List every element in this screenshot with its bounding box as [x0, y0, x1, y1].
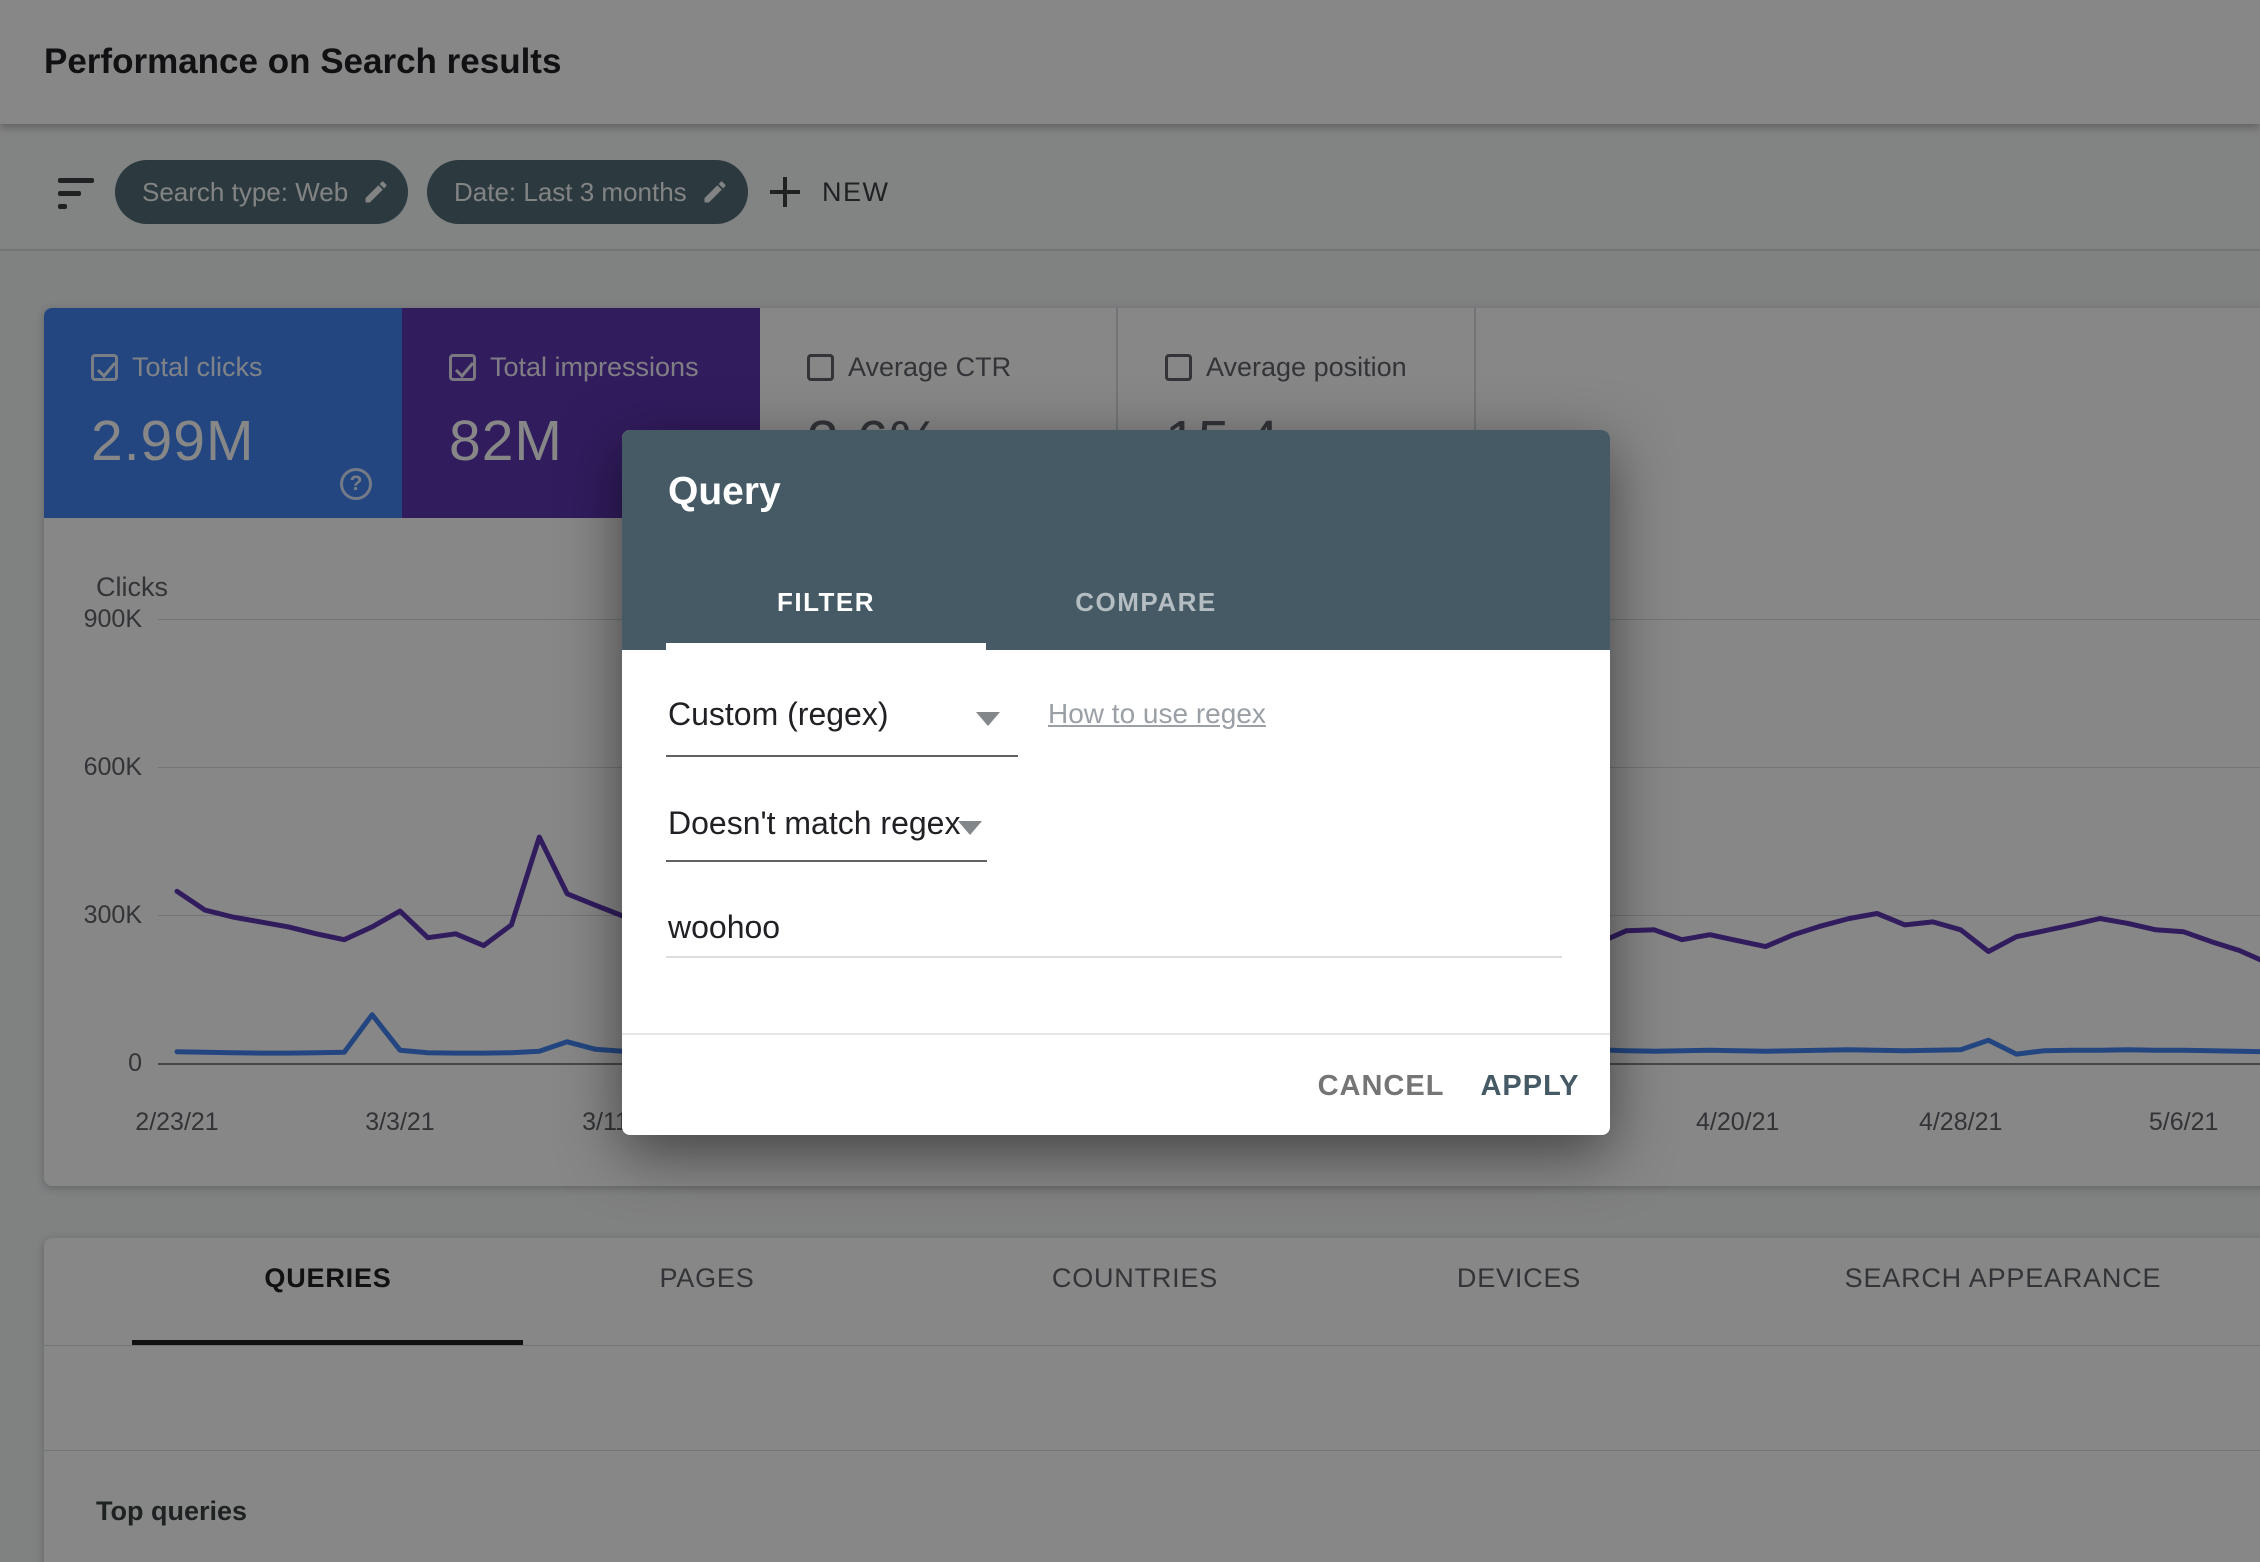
- y-tick-label: 300K: [83, 901, 142, 929]
- filter-type-underline: [666, 755, 1018, 757]
- dialog-footer-divider: [622, 1033, 1610, 1035]
- x-tick-label: 2/23/21: [135, 1108, 219, 1136]
- new-filter-label: NEW: [822, 176, 890, 207]
- apply-button[interactable]: APPLY: [1480, 1070, 1580, 1102]
- total-impressions-label: Total impressions: [490, 352, 699, 382]
- filter-type-select[interactable]: Custom (regex): [668, 696, 889, 732]
- table-title: Top queries: [96, 1496, 248, 1526]
- x-tick-label: 4/28/21: [1918, 1108, 2003, 1136]
- tab-countries[interactable]: COUNTRIES: [1051, 1263, 1219, 1293]
- dialog-tab-filter[interactable]: FILTER: [776, 587, 876, 617]
- search-type-chip-label: Search type: Web: [142, 176, 349, 207]
- average-ctr-checkbox[interactable]: [807, 354, 834, 381]
- tab-devices[interactable]: DEVICES: [1456, 1263, 1582, 1293]
- tab-search-appearance[interactable]: SEARCH APPEARANCE: [1844, 1263, 2162, 1293]
- average-ctr-label: Average CTR: [848, 352, 1012, 382]
- active-tab-indicator: [132, 1340, 523, 1346]
- total-impressions-checkbox[interactable]: [449, 354, 476, 381]
- metric-cards-row: Total clicks 2.99M ? Total impressions 8…: [44, 308, 2260, 518]
- match-type-underline: [666, 860, 987, 862]
- filter-bar: Search type: Web Date: Last 3 months NEW: [0, 124, 2260, 251]
- regex-query-input[interactable]: woohoo: [668, 909, 781, 945]
- tab-queries[interactable]: QUERIES: [264, 1263, 392, 1293]
- x-tick-label: 5/6/21: [2148, 1108, 2219, 1136]
- top-bar: Performance on Search results: [0, 0, 2260, 124]
- y-axis-title: Clicks: [96, 572, 168, 602]
- edit-pencil-icon: [704, 181, 726, 203]
- tabs-divider: [44, 1345, 2260, 1346]
- chevron-down-icon[interactable]: [976, 712, 1000, 726]
- date-range-chip-label: Date: Last 3 months: [454, 176, 687, 207]
- cancel-button[interactable]: CANCEL: [1317, 1070, 1445, 1102]
- dialog-tab-compare[interactable]: COMPARE: [1075, 587, 1217, 617]
- new-filter-button[interactable]: NEW: [770, 160, 890, 224]
- total-clicks-label: Total clicks: [132, 352, 263, 382]
- match-type-select[interactable]: Doesn't match regex: [668, 805, 961, 841]
- dialog-active-tab-indicator: [666, 643, 986, 650]
- average-position-label: Average position: [1206, 352, 1407, 382]
- search-type-chip[interactable]: Search type: Web: [115, 160, 408, 224]
- dialog-title: Query: [668, 470, 781, 513]
- total-impressions-value: 82M: [449, 409, 563, 473]
- edit-pencil-icon: [365, 181, 387, 203]
- chevron-down-icon[interactable]: [958, 821, 982, 835]
- page-title: Performance on Search results: [44, 42, 562, 81]
- total-clicks-checkbox[interactable]: [91, 354, 118, 381]
- x-tick-label: 3/3/21: [365, 1108, 435, 1136]
- query-filter-dialog: Query FILTER COMPARE Custom (regex) How …: [622, 430, 1610, 1135]
- date-range-chip[interactable]: Date: Last 3 months: [427, 160, 748, 224]
- total-clicks-value: 2.99M: [91, 409, 255, 473]
- y-tick-label: 900K: [83, 605, 142, 633]
- plus-icon: [770, 177, 800, 207]
- help-icon[interactable]: ?: [340, 468, 372, 500]
- x-tick-label: 4/20/21: [1696, 1108, 1780, 1136]
- y-tick-label: 600K: [83, 753, 142, 781]
- regex-help-link[interactable]: How to use regex: [1048, 698, 1266, 729]
- table-toolbar-divider: [44, 1450, 2260, 1451]
- average-position-checkbox[interactable]: [1165, 354, 1192, 381]
- regex-query-input-underline: [666, 956, 1562, 958]
- total-clicks-card[interactable]: Total clicks 2.99M ?: [44, 308, 402, 518]
- dialog-header: Query FILTER COMPARE: [622, 430, 1610, 650]
- dimension-table-card: QUERIES PAGES COUNTRIES DEVICES SEARCH A…: [44, 1238, 2260, 1562]
- filter-list-icon[interactable]: [58, 178, 94, 212]
- tab-pages[interactable]: PAGES: [659, 1263, 755, 1293]
- y-tick-label: 0: [128, 1049, 142, 1077]
